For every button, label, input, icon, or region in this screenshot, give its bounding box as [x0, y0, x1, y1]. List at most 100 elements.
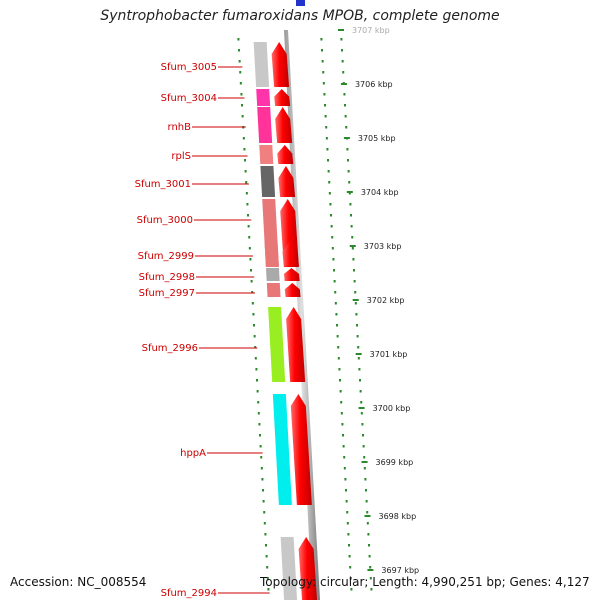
- tick-dot: [324, 104, 327, 107]
- gene-label[interactable]: Sfum_3001: [135, 179, 191, 190]
- gene-block[interactable]: [268, 307, 286, 382]
- tick-dot: [256, 390, 259, 393]
- scale-label: 3707 kbp: [352, 26, 390, 35]
- gene-arrow[interactable]: [286, 307, 306, 382]
- gene-block[interactable]: [259, 145, 274, 164]
- scale-mark: [358, 407, 365, 409]
- gene-label[interactable]: Sfum_2999: [138, 251, 194, 262]
- gene-block[interactable]: [272, 394, 292, 505]
- tick-dot: [369, 566, 372, 569]
- tick-dot: [365, 489, 368, 492]
- gene-label[interactable]: Sfum_3005: [161, 62, 217, 73]
- gene-arrow[interactable]: [282, 240, 299, 266]
- scale-mark: [367, 569, 374, 571]
- gene-block[interactable]: [253, 42, 270, 87]
- gene-block[interactable]: [257, 107, 273, 143]
- tick-dot: [348, 555, 351, 558]
- tick-dot: [363, 467, 366, 470]
- tick-dot: [328, 192, 331, 195]
- tick-dot: [351, 247, 354, 250]
- scale-label: 3706 kbp: [355, 80, 393, 89]
- tick-dot: [261, 478, 264, 481]
- gene-label[interactable]: rplS: [171, 151, 191, 162]
- gene-block[interactable]: [265, 268, 280, 281]
- tick-dot: [357, 346, 360, 349]
- tick-dot: [349, 577, 352, 580]
- tick-dot: [267, 588, 270, 591]
- scale-mark: [340, 83, 347, 85]
- gene-label[interactable]: Sfum_3000: [137, 215, 193, 226]
- tick-dot: [360, 412, 363, 415]
- tick-dot: [348, 544, 351, 547]
- gene-label[interactable]: Sfum_2998: [139, 272, 195, 283]
- gene-block[interactable]: [260, 166, 276, 197]
- gene-block[interactable]: [264, 240, 279, 266]
- tick-dot: [339, 390, 342, 393]
- tick-dot: [343, 93, 346, 96]
- tick-dot: [248, 236, 251, 239]
- tick-dot: [338, 368, 341, 371]
- tick-dot: [246, 203, 249, 206]
- gene-block[interactable]: [280, 537, 298, 600]
- tick-dot: [322, 82, 325, 85]
- gene-label[interactable]: Sfum_2996: [142, 343, 198, 354]
- gene-arrow[interactable]: [290, 394, 312, 505]
- tick-dot: [263, 511, 266, 514]
- gene-label[interactable]: rnhB: [168, 122, 192, 133]
- tick-dot: [331, 236, 334, 239]
- tick-dot: [366, 511, 369, 514]
- gene-arrow[interactable]: [283, 268, 300, 281]
- tick-dot: [368, 555, 371, 558]
- tick-dot: [254, 357, 257, 360]
- gene-arrow[interactable]: [278, 166, 296, 197]
- tick-dot: [328, 181, 331, 184]
- gene-labels: Sfum_3005 Sfum_3004 rnhB rplS Sfum_3001 Sfum_…: [135, 62, 270, 599]
- tick-dot: [344, 115, 347, 118]
- tick-dot: [350, 225, 353, 228]
- gene-arrow[interactable]: [277, 145, 294, 164]
- tick-dot: [341, 423, 344, 426]
- gene-block[interactable]: [266, 283, 281, 297]
- gene-block[interactable]: [256, 89, 271, 106]
- gene-arrow[interactable]: [298, 537, 318, 600]
- backbone-line: [284, 30, 320, 600]
- tick-dot: [265, 555, 268, 558]
- tick-dot: [347, 159, 350, 162]
- tick-dot: [350, 588, 353, 591]
- tick-dot: [354, 302, 357, 305]
- tick-dot: [348, 192, 351, 195]
- tick-dot: [248, 247, 251, 250]
- tick-dot: [244, 170, 247, 173]
- tick-dot: [333, 280, 336, 283]
- topology-text: Topology: circular; Length: 4,990,251 bp…: [260, 575, 590, 589]
- tick-dot: [249, 258, 252, 261]
- tick-dot: [344, 478, 347, 481]
- tick-dot: [239, 82, 242, 85]
- tick-dot: [363, 456, 366, 459]
- scale-mark: [349, 245, 356, 247]
- tick-dot: [330, 214, 333, 217]
- gene-label[interactable]: Sfum_3004: [161, 93, 217, 104]
- tick-dot: [362, 434, 365, 437]
- tick-dot: [238, 60, 241, 63]
- gene-label[interactable]: Sfum_2994: [161, 588, 217, 599]
- tick-dot: [349, 566, 352, 569]
- tick-dot: [330, 225, 333, 228]
- gene-arrow[interactable]: [284, 283, 301, 297]
- tick-dot: [337, 357, 340, 360]
- tick-dot: [263, 522, 266, 525]
- gene-arrow[interactable]: [274, 89, 291, 106]
- tick-dot: [340, 38, 343, 41]
- scale-label: 3705 kbp: [358, 134, 396, 143]
- gene-label[interactable]: Sfum_2997: [139, 288, 195, 299]
- tick-dot: [238, 49, 241, 52]
- tick-dot: [253, 335, 256, 338]
- gene-arrow[interactable]: [271, 42, 290, 87]
- gene-arrow[interactable]: [275, 107, 293, 143]
- tick-dot: [265, 544, 268, 547]
- tick-dot: [259, 434, 262, 437]
- tick-dot: [327, 170, 330, 173]
- gene-label[interactable]: hppA: [180, 448, 206, 459]
- backbone: [284, 0, 320, 600]
- tick-dot: [256, 379, 259, 382]
